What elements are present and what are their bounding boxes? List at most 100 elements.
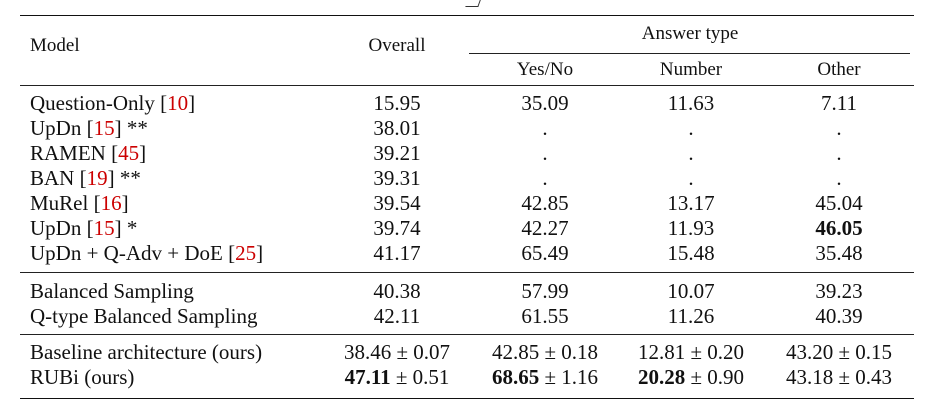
number-value: 13.17 xyxy=(667,191,715,215)
number-value: 11.26 xyxy=(667,304,715,328)
citation-link[interactable]: 19 xyxy=(86,166,108,190)
overall-value: 38.01 xyxy=(373,116,421,140)
other-value: . xyxy=(836,166,842,190)
overall-value: 41.17 xyxy=(373,241,421,265)
model-note: ** xyxy=(114,166,141,190)
yesno-value: . xyxy=(542,141,548,165)
top-rule xyxy=(20,15,914,16)
yesno-value: 42.85 ± 0.18 xyxy=(492,340,598,364)
other-value: . xyxy=(836,141,842,165)
yesno-value: 42.27 xyxy=(521,216,569,240)
model-name: RUBi (ours) xyxy=(30,365,135,389)
overall-value: 40.38 xyxy=(373,279,421,303)
mean-best: 20.28 xyxy=(637,365,686,389)
model-name: Q-type Balanced Sampling xyxy=(30,304,258,328)
other-value: 43.18 ± 0.43 xyxy=(786,365,892,389)
overall-value: 39.31 xyxy=(373,166,421,190)
model-name: RAMEN [45] xyxy=(30,141,147,165)
cropped-caption-fragment xyxy=(465,0,484,7)
model-name: Balanced Sampling xyxy=(30,279,194,303)
group2-rule xyxy=(20,334,914,335)
yesno-value: 68.65 ± 1.16 xyxy=(492,365,598,389)
number-value: 11.63 xyxy=(667,91,715,115)
std: ± 0.07 xyxy=(396,340,451,364)
other-value: 39.23 xyxy=(815,279,863,303)
model-name: Question-Only [10] xyxy=(30,91,196,115)
number-value: 10.07 xyxy=(667,279,715,303)
overall-header: Overall xyxy=(368,35,426,56)
number-value: . xyxy=(688,166,694,190)
mean-best: 47.11 xyxy=(344,365,391,389)
mean: 38.46 xyxy=(343,340,392,364)
mean-best: 68.65 xyxy=(491,365,540,389)
overall-value: 38.46 ± 0.07 xyxy=(344,340,450,364)
model-label: MuRel xyxy=(30,191,89,215)
model-name: Baseline architecture (ours) xyxy=(30,340,263,364)
other-header: Other xyxy=(817,59,861,80)
number-value: . xyxy=(688,116,694,140)
citation-link[interactable]: 45 xyxy=(118,141,140,165)
std: ± 0.18 xyxy=(544,340,599,364)
overall-value: 39.74 xyxy=(373,216,421,240)
model-label: UpDn + Q-Adv + DoE xyxy=(30,241,223,265)
model-note: * xyxy=(121,216,138,240)
citation-link[interactable]: 15 xyxy=(93,216,115,240)
citation-link[interactable]: 15 xyxy=(93,116,115,140)
number-value: 11.93 xyxy=(667,216,715,240)
model-label: UpDn xyxy=(30,116,82,140)
citation-link[interactable]: 10 xyxy=(167,91,189,115)
yes-no-header: Yes/No xyxy=(516,59,574,80)
model-label: BAN xyxy=(30,166,75,190)
yesno-value: 57.99 xyxy=(521,279,569,303)
citation-link[interactable]: 16 xyxy=(100,191,122,215)
model-note: ** xyxy=(121,116,148,140)
std: ± 0.15 xyxy=(838,340,893,364)
yesno-value: 42.85 xyxy=(521,191,569,215)
group1-rule xyxy=(20,272,914,273)
std: ± 0.90 xyxy=(690,365,745,389)
std: ± 0.20 xyxy=(690,340,745,364)
model-header: Model xyxy=(30,35,80,56)
model-name: UpDn + Q-Adv + DoE [25] xyxy=(30,241,264,265)
std: ± 0.43 xyxy=(838,365,893,389)
number-value: 15.48 xyxy=(667,241,715,265)
overall-value: 47.11 ± 0.51 xyxy=(345,365,450,389)
mean: 12.81 xyxy=(637,340,686,364)
model-name: BAN [19] ** xyxy=(30,166,141,190)
yesno-value: 35.09 xyxy=(521,91,569,115)
other-value: 40.39 xyxy=(815,304,863,328)
yesno-value: . xyxy=(542,116,548,140)
other-value: . xyxy=(836,116,842,140)
number-value: 12.81 ± 0.20 xyxy=(638,340,744,364)
number-value: 20.28 ± 0.90 xyxy=(638,365,744,389)
mean: 43.20 xyxy=(785,340,834,364)
model-name: MuRel [16] xyxy=(30,191,129,215)
model-name: UpDn [15] * xyxy=(30,216,138,240)
std: ± 0.51 xyxy=(395,365,450,389)
std: ± 1.16 xyxy=(544,365,599,389)
header-rule xyxy=(20,85,914,86)
overall-value: 39.54 xyxy=(373,191,421,215)
number-value: . xyxy=(688,141,694,165)
model-label: RAMEN xyxy=(30,141,106,165)
other-value: 43.20 ± 0.15 xyxy=(786,340,892,364)
other-value-best: 46.05 xyxy=(815,216,863,240)
mean: 42.85 xyxy=(491,340,540,364)
number-header: Number xyxy=(659,59,723,80)
answer-type-rule xyxy=(469,53,910,54)
answer-type-header: Answer type xyxy=(641,23,739,44)
overall-value: 15.95 xyxy=(373,91,421,115)
other-value: 7.11 xyxy=(821,91,857,115)
mean: 43.18 xyxy=(785,365,834,389)
bottom-rule xyxy=(20,398,914,399)
model-label: UpDn xyxy=(30,216,82,240)
citation-link[interactable]: 25 xyxy=(235,241,257,265)
yesno-value: . xyxy=(542,166,548,190)
yesno-value: 61.55 xyxy=(521,304,569,328)
overall-value: 42.11 xyxy=(373,304,421,328)
other-value: 45.04 xyxy=(815,191,863,215)
model-label: Question-Only xyxy=(30,91,155,115)
other-value: 35.48 xyxy=(815,241,863,265)
yesno-value: 65.49 xyxy=(521,241,569,265)
model-name: UpDn [15] ** xyxy=(30,116,148,140)
